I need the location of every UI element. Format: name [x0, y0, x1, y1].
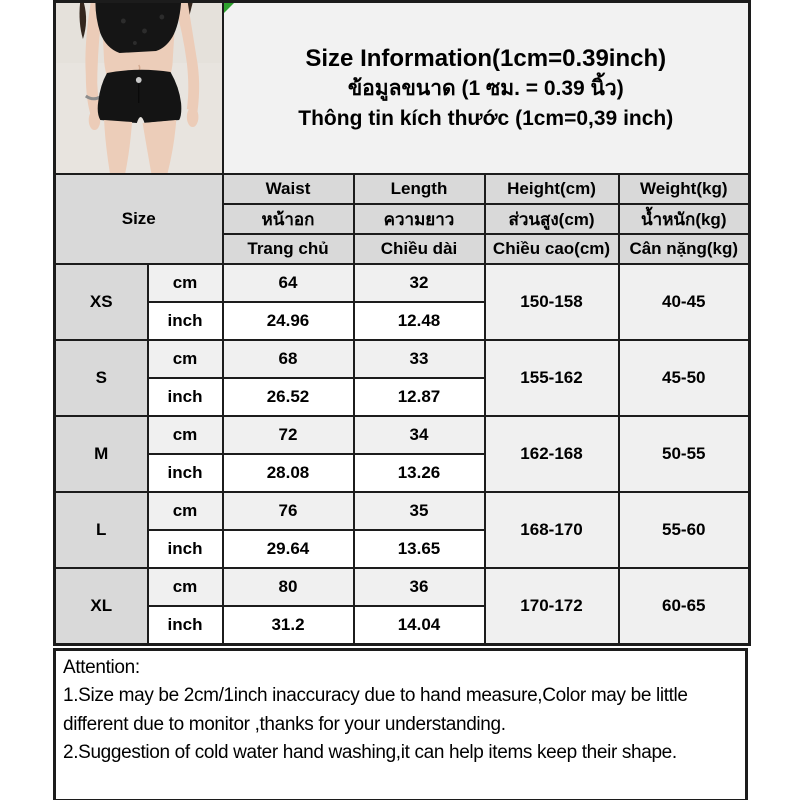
- s-weight-range: 45-50: [617, 339, 751, 417]
- header-weight-th: น้ำหนัก(kg): [617, 203, 751, 235]
- size-table: Size Information(1cm=0.39inch) ข้อมูลขนา…: [53, 0, 752, 646]
- xl-waist-cm: 80: [221, 567, 355, 607]
- table-row-l-inch: inch 29.64 13.65: [55, 529, 750, 569]
- size-label-xs: XS: [53, 263, 149, 341]
- size-label-m: M: [53, 415, 149, 493]
- unit-label-inch: inch: [146, 377, 224, 417]
- header-height-th: ส่วนสูง(cm): [483, 203, 620, 235]
- header-waist-th: หน้าอก: [221, 203, 355, 235]
- l-waist-cm: 76: [221, 491, 355, 531]
- m-waist-cm: 72: [221, 415, 355, 455]
- table-row-xl-inch: inch 31.2 14.04: [55, 605, 750, 645]
- size-header: Size: [53, 173, 224, 265]
- header-waist-en: Waist: [221, 173, 355, 205]
- l-weight-range: 55-60: [617, 491, 751, 569]
- m-weight-range: 50-55: [617, 415, 751, 493]
- table-row-xs-cm: XS cm 64 32 150-158 40-45: [53, 263, 751, 341]
- m-length-cm: 34: [352, 415, 486, 455]
- table-row-m-cm: M cm 72 34 162-168 50-55: [53, 415, 751, 493]
- l-length-cm: 35: [352, 491, 486, 531]
- unit-label-inch: inch: [146, 529, 224, 569]
- xs-weight-range: 40-45: [617, 263, 751, 341]
- m-height-range: 162-168: [483, 415, 620, 493]
- s-waist-cm: 68: [221, 339, 355, 379]
- attention-note-1: 1.Size may be 2cm/1inch inaccuracy due t…: [63, 685, 688, 735]
- xl-length-cm: 36: [352, 567, 486, 607]
- xs-length-inch: 12.48: [352, 301, 486, 341]
- m-length-inch: 13.26: [352, 453, 486, 493]
- table-row-s-inch: inch 26.52 12.87: [55, 377, 750, 417]
- xl-height-range: 170-172: [483, 567, 620, 645]
- table-row-xl-cm: XL cm 80 36 170-172 60-65: [53, 567, 751, 645]
- s-length-cm: 33: [352, 339, 486, 379]
- header-height-vi: Chiều cao(cm): [483, 233, 620, 265]
- header-weight-en: Weight(kg): [617, 173, 751, 205]
- size-information-title-cell: Size Information(1cm=0.39inch) ข้อมูลขนา…: [221, 0, 751, 175]
- table-row-l-cm: L cm 76 35 168-170 55-60: [53, 491, 751, 569]
- table-row-m-inch: inch 28.08 13.26: [55, 453, 750, 493]
- header-length-th: ความยาว: [352, 203, 486, 235]
- size-label-s: S: [53, 339, 149, 417]
- size-label-l: L: [53, 491, 149, 569]
- unit-label-cm: cm: [146, 491, 224, 531]
- header-waist-vi: Trang chủ: [221, 233, 355, 265]
- unit-label-cm: cm: [146, 415, 224, 455]
- header-row-english: Size Waist Length Height(cm) Weight(kg): [53, 173, 751, 265]
- model-photo: [56, 3, 221, 173]
- attention-notes-box: Attention: 1.Size may be 2cm/1inch inacc…: [53, 647, 748, 800]
- attention-heading: Attention:: [63, 656, 140, 678]
- header-length-en: Length: [352, 173, 486, 205]
- photo-title-row: Size Information(1cm=0.39inch) ข้อมูลขนา…: [53, 0, 751, 175]
- green-corner-marker-icon: [224, 3, 234, 13]
- l-waist-inch: 29.64: [221, 529, 355, 569]
- xl-waist-inch: 31.2: [221, 605, 355, 645]
- s-waist-inch: 26.52: [221, 377, 355, 417]
- unit-label-inch: inch: [146, 453, 224, 493]
- unit-label-cm: cm: [146, 339, 224, 379]
- xs-height-range: 150-158: [483, 263, 620, 341]
- s-height-range: 155-162: [483, 339, 620, 417]
- header-height-en: Height(cm): [483, 173, 620, 205]
- xs-waist-inch: 24.96: [221, 301, 355, 341]
- title-english: Size Information(1cm=0.39inch): [305, 45, 667, 73]
- l-height-range: 168-170: [483, 491, 620, 569]
- l-length-inch: 13.65: [352, 529, 486, 569]
- header-length-vi: Chiều dài: [352, 233, 486, 265]
- size-label-xl: XL: [53, 567, 149, 645]
- unit-label-cm: cm: [146, 567, 224, 607]
- m-waist-inch: 28.08: [221, 453, 355, 493]
- table-row-xs-inch: inch 24.96 12.48: [55, 301, 750, 341]
- header-row-thai: หน้าอก ความยาว ส่วนสูง(cm) น้ำหนัก(kg): [55, 203, 751, 235]
- xl-weight-range: 60-65: [617, 567, 751, 645]
- xs-waist-cm: 64: [221, 263, 355, 303]
- xs-length-cm: 32: [352, 263, 486, 303]
- unit-label-cm: cm: [146, 263, 224, 303]
- header-weight-vi: Cân nặng(kg): [617, 233, 751, 265]
- table-row-s-cm: S cm 68 33 155-162 45-50: [53, 339, 751, 417]
- product-photo-cell: [53, 0, 224, 175]
- unit-label-inch: inch: [146, 301, 224, 341]
- attention-note-2: 2.Suggestion of cold water hand washing,…: [63, 742, 677, 763]
- s-length-inch: 12.87: [352, 377, 486, 417]
- title-thai: ข้อมูลขนาด (1 ซม. = 0.39 นิ้ว): [347, 77, 624, 101]
- title-vietnamese: Thông tin kích thước (1cm=0,39 inch): [298, 106, 674, 130]
- header-row-vietnamese: Trang chủ Chiều dài Chiều cao(cm) Cân nặ…: [55, 233, 751, 265]
- xl-length-inch: 14.04: [352, 605, 486, 645]
- unit-label-inch: inch: [146, 605, 224, 645]
